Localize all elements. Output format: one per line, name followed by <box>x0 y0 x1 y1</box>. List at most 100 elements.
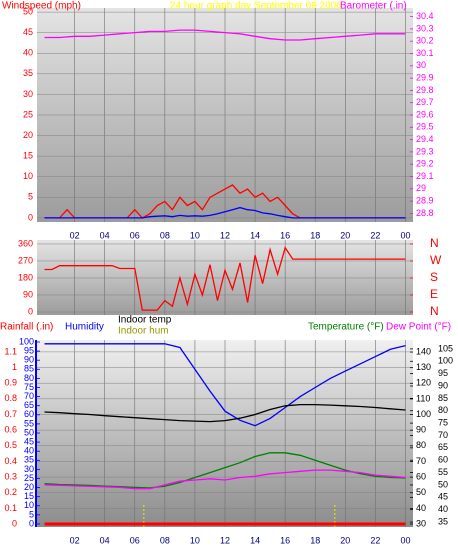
y-tick-label: 90 <box>438 380 448 390</box>
y-tick-label: 25 <box>24 473 34 483</box>
x-tick-label: 00 <box>400 535 410 545</box>
x-tick-label: 20 <box>340 230 350 240</box>
y-tick-label: 95 <box>24 345 34 355</box>
x-tick-label: 22 <box>370 535 380 545</box>
y-tick-label: 28.9 <box>416 195 434 205</box>
y-tick-label: 80 <box>24 373 34 383</box>
y-tick-label: 130 <box>416 362 431 372</box>
y-tick-label: 29.7 <box>416 97 434 107</box>
legend-label: Humidity <box>65 322 104 333</box>
series-line <box>44 403 406 423</box>
y-tick-label: 15 <box>23 151 33 161</box>
x-tick-label: 06 <box>130 535 140 545</box>
y-tick-label: 30.4 <box>416 11 434 21</box>
y-tick-label: 20 <box>24 482 34 492</box>
y-tick-label: 0.9 <box>4 378 17 388</box>
legend-label: Dew Point (°F) <box>386 322 451 333</box>
x-tick-label: 12 <box>220 535 230 545</box>
x-tick-label: 02 <box>70 230 80 240</box>
y-tick-label: 60 <box>416 471 426 481</box>
y-tick-label: 90 <box>24 355 34 365</box>
y-tick-label: 1 <box>12 362 17 372</box>
y-tick-label: 15 <box>24 491 34 501</box>
x-tick-label: 12 <box>220 230 230 240</box>
y-tick-label: 85 <box>438 393 448 403</box>
x-tick-label: 10 <box>190 535 200 545</box>
x-tick-label: 08 <box>160 230 170 240</box>
series-line <box>44 206 406 219</box>
y-tick-label: 0.2 <box>4 487 17 497</box>
x-tick-label: 14 <box>250 535 260 545</box>
y-tick-label: 25 <box>23 109 33 119</box>
y-tick-label: 0 <box>12 518 17 528</box>
y-tick-label: 45 <box>23 27 33 37</box>
y-tick-label: 90 <box>416 425 426 435</box>
y-tick-label: 45 <box>24 436 34 446</box>
x-tick-label: 06 <box>130 230 140 240</box>
y-tick-label: 35 <box>24 455 34 465</box>
x-tick-label: 14 <box>250 230 260 240</box>
y-tick-label: 45 <box>438 492 448 502</box>
series-line <box>44 246 406 311</box>
y-tick-label: 0.1 <box>4 503 17 513</box>
y-tick-label: 0 <box>28 212 33 222</box>
y-tick-label: 110 <box>416 393 430 403</box>
y-tick-label: 0.8 <box>4 393 17 403</box>
y-tick-label: 55 <box>24 418 34 428</box>
y-tick-label: 80 <box>438 405 448 415</box>
y-tick-label: 30 <box>416 518 426 528</box>
y-tick-label: 29.6 <box>416 109 434 119</box>
y-tick-label: 30.2 <box>416 36 434 46</box>
y-tick-label: 29.2 <box>416 159 434 169</box>
y-tick-label: 40 <box>438 504 448 514</box>
series-line <box>44 29 406 41</box>
y-tick-label: 10 <box>24 500 34 510</box>
x-tick-label: 02 <box>70 535 80 545</box>
y-tick-label: 0.3 <box>4 471 17 481</box>
y-tick-label: 30.1 <box>416 48 434 58</box>
y-tick-label: 55 <box>438 467 448 477</box>
x-tick-label: 08 <box>160 535 170 545</box>
y-tick-label: 50 <box>24 427 34 437</box>
legend-label: Temperature (°F) <box>308 322 384 333</box>
y-tick-label: 85 <box>24 364 34 374</box>
x-tick-label: 16 <box>280 535 290 545</box>
legend-label: Rainfall (.in) <box>0 322 53 333</box>
y-tick-label: 30 <box>416 60 426 70</box>
y-tick-label: 40 <box>24 446 34 456</box>
y-tick-label: 20 <box>23 130 33 140</box>
y-tick-label: 75 <box>24 382 34 392</box>
y-tick-label: N <box>430 304 439 318</box>
y-tick-label: 95 <box>438 368 448 378</box>
y-tick-label: 100 <box>19 336 34 346</box>
series-line <box>44 452 406 489</box>
y-tick-label: 28.8 <box>416 208 434 218</box>
chart-title: 24 hour graph day September 09 2006 <box>170 1 342 12</box>
y-tick-label: 50 <box>438 479 448 489</box>
legend-label: Indoor temp <box>118 315 172 326</box>
y-tick-label: S <box>430 270 438 284</box>
x-tick-label: 18 <box>310 535 320 545</box>
y-tick-label: 65 <box>438 442 448 452</box>
x-tick-label: 20 <box>340 535 350 545</box>
x-tick-label: 16 <box>280 230 290 240</box>
y-tick-label: 270 <box>18 255 33 265</box>
y-tick-label: 0.5 <box>4 440 17 450</box>
y-tick-label: 60 <box>438 455 448 465</box>
x-tick-label: 10 <box>190 230 200 240</box>
y-tick-label: 29 <box>416 183 426 193</box>
y-tick-label: 75 <box>438 417 448 427</box>
y-tick-label: 29.1 <box>416 171 434 181</box>
x-tick-label: 04 <box>100 535 110 545</box>
y-tick-label: 100 <box>416 409 431 419</box>
y-tick-label: E <box>430 287 438 301</box>
y-tick-label: 30.3 <box>416 23 434 33</box>
y-tick-label: 120 <box>416 378 431 388</box>
y-tick-label: 29.5 <box>416 122 434 132</box>
axis-title: Windspeed (mph) <box>2 1 81 12</box>
x-tick-label: 00 <box>400 230 410 240</box>
x-tick-label: 22 <box>370 230 380 240</box>
y-tick-label: 80 <box>416 440 426 450</box>
y-tick-label: N <box>430 236 439 250</box>
y-tick-label: 40 <box>416 503 426 513</box>
